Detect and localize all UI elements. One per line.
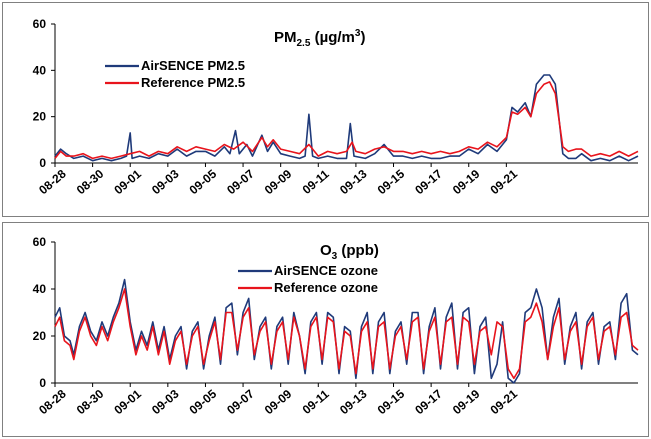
series-line-0 xyxy=(54,74,639,162)
y-tick-label: 40 xyxy=(33,63,47,77)
x-tick-label: 08-30 xyxy=(74,167,107,198)
y-tick-label: 0 xyxy=(39,156,46,170)
x-tick-label: 09-19 xyxy=(450,387,483,418)
x-tick-label: 09-07 xyxy=(224,387,257,418)
legend-label-0: AirSENCE PM2.5 xyxy=(141,58,245,73)
title-unit-pre: (ppb) xyxy=(337,242,379,259)
chart-title: O3 (ppb) xyxy=(320,242,379,262)
y-tick-label: 40 xyxy=(33,282,47,296)
y-tick-label: 0 xyxy=(39,376,46,390)
panel-frame-pm25 xyxy=(2,2,649,217)
x-tick-label: 08-28 xyxy=(36,387,69,418)
y-tick-label: 60 xyxy=(33,235,47,249)
x-tick-label: 09-01 xyxy=(111,387,144,418)
title-unit-pre: (µg/m xyxy=(310,29,354,46)
x-tick-label: 09-15 xyxy=(375,167,408,198)
legend-label-1: Reference PM2.5 xyxy=(141,75,245,90)
x-tick-label: 09-15 xyxy=(375,387,408,418)
y-tick-label: 20 xyxy=(33,329,47,343)
x-tick-label: 09-11 xyxy=(300,387,332,417)
series-line-1 xyxy=(54,81,639,160)
x-tick-label: 09-07 xyxy=(224,167,257,198)
y-tick-label: 60 xyxy=(33,17,47,31)
x-tick-label: 09-09 xyxy=(262,167,295,198)
x-tick-label: 09-19 xyxy=(450,167,483,198)
x-tick-label: 09-21 xyxy=(488,167,521,198)
title-main: O xyxy=(320,242,332,259)
title-main: PM xyxy=(274,29,297,46)
x-tick-label: 09-03 xyxy=(149,167,182,198)
x-tick-label: 09-11 xyxy=(300,167,332,197)
x-tick-label: 09-01 xyxy=(111,167,144,198)
x-tick-label: 09-17 xyxy=(412,167,445,198)
title-sub: 3 xyxy=(332,251,338,262)
legend-label-1: Reference ozone xyxy=(274,280,378,295)
x-tick-label: 09-09 xyxy=(262,387,295,418)
legend-label-0: AirSENCE ozone xyxy=(274,263,378,278)
x-tick-label: 08-30 xyxy=(74,387,107,418)
title-unit-sup: 3 xyxy=(355,28,361,39)
x-tick-label: 09-13 xyxy=(337,387,370,418)
x-tick-label: 09-03 xyxy=(149,387,182,418)
x-tick-label: 08-28 xyxy=(36,167,69,198)
x-tick-label: 09-21 xyxy=(488,387,521,418)
x-tick-label: 09-05 xyxy=(187,387,220,418)
x-tick-label: 09-17 xyxy=(412,387,445,418)
series-line-0 xyxy=(54,278,639,384)
series-line-1 xyxy=(54,288,639,380)
title-sub: 2.5 xyxy=(297,38,311,49)
title-unit-post: ) xyxy=(360,29,365,46)
chart-title: PM2.5 (µg/m3) xyxy=(274,28,365,49)
x-tick-label: 09-13 xyxy=(337,167,370,198)
x-tick-label: 09-05 xyxy=(187,167,220,198)
y-tick-label: 20 xyxy=(33,110,47,124)
